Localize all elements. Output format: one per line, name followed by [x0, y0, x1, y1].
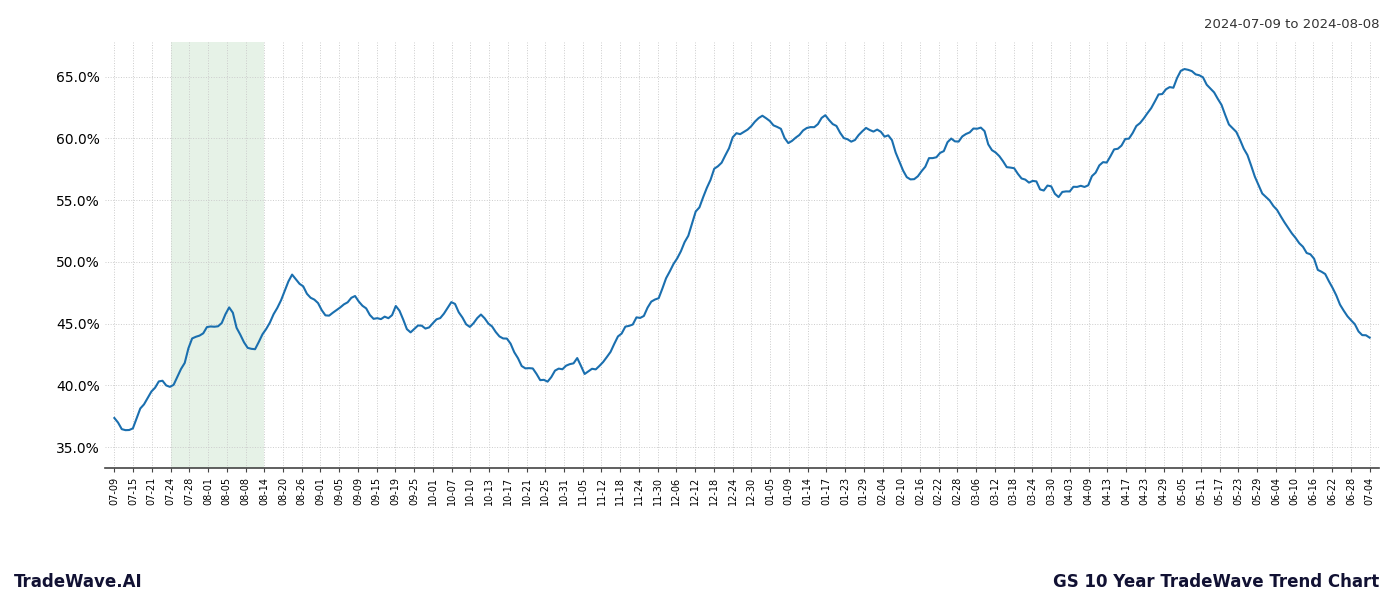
Bar	[171, 42, 265, 468]
Text: GS 10 Year TradeWave Trend Chart: GS 10 Year TradeWave Trend Chart	[1053, 573, 1379, 591]
Text: TradeWave.AI: TradeWave.AI	[14, 573, 143, 591]
Text: 2024-07-09 to 2024-08-08: 2024-07-09 to 2024-08-08	[1204, 18, 1379, 31]
